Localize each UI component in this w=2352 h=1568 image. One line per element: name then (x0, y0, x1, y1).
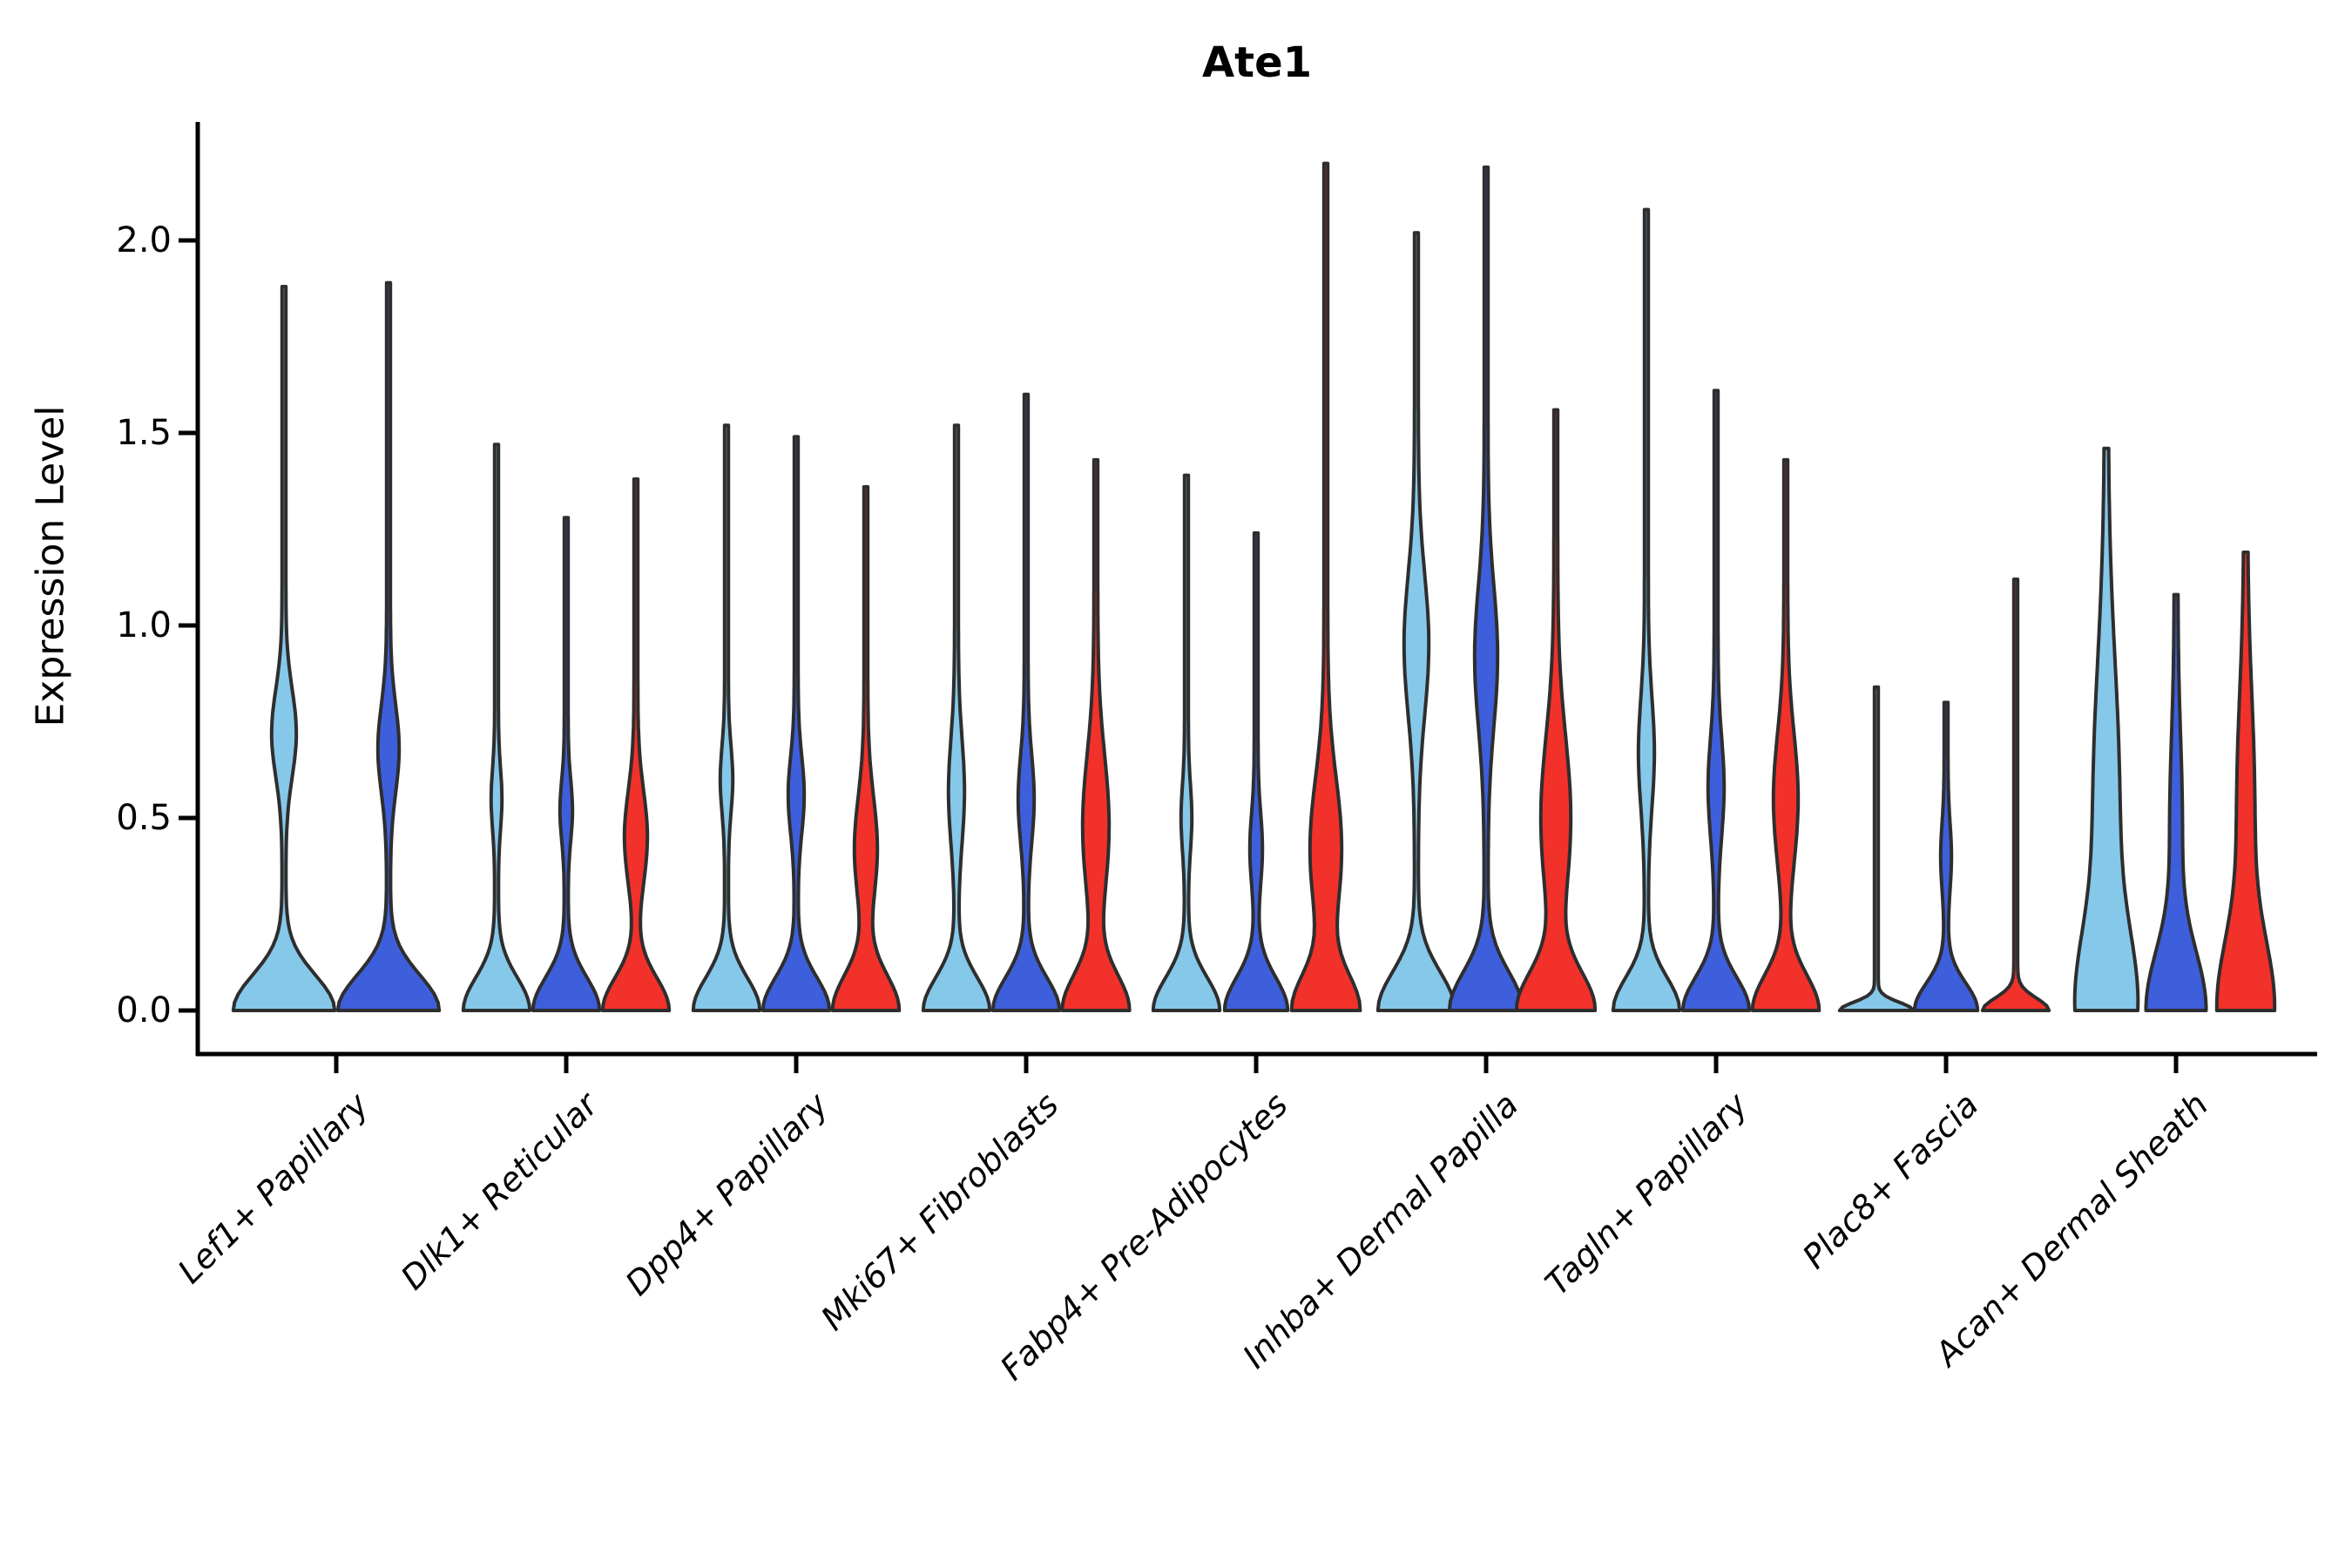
violin-tagln-papillary-split2 (1750, 457, 1821, 1012)
violin-plac8-fascia-split2 (1980, 578, 2051, 1012)
violin-fabp4-pre-adipocytes-split0 (1151, 473, 1222, 1012)
violin-plac8-fascia-split1 (1912, 700, 1980, 1012)
violin-dpp4-papillary-split0 (691, 423, 762, 1012)
violin-mki67-fibroblasts-split0 (921, 423, 992, 1012)
violin-mki67-fibroblasts-split2 (1060, 457, 1132, 1012)
violin-mki67-fibroblasts-split1 (990, 392, 1062, 1012)
violin-tagln-papillary-split0 (1611, 207, 1682, 1012)
violin-lef1-papillary-split0 (231, 285, 337, 1012)
y-tick-label-0.0: 0.0 (116, 990, 172, 1031)
violin-dlk1-reticular-split2 (600, 477, 672, 1012)
violin-inhba-dermal-papilla-split1 (1447, 166, 1525, 1012)
violin-fabp4-pre-adipocytes-split2 (1289, 161, 1362, 1012)
chart-title: Ate1 (1201, 38, 1313, 87)
violin-plac8-fascia-split0 (1837, 685, 1916, 1012)
y-tick-label-2.0: 2.0 (116, 220, 172, 260)
violin-inhba-dermal-papilla-split2 (1514, 408, 1598, 1012)
violin-acan-dermal-sheath-split0 (2072, 446, 2140, 1012)
violin-fabp4-pre-adipocytes-split1 (1222, 531, 1290, 1012)
y-tick-label-1.0: 1.0 (116, 605, 172, 645)
violin-acan-dermal-sheath-split2 (2214, 551, 2277, 1012)
violin-dpp4-papillary-split1 (760, 435, 832, 1012)
violin-dlk1-reticular-split1 (531, 516, 602, 1012)
y-tick-label-0.5: 0.5 (116, 798, 172, 838)
violin-dlk1-reticular-split0 (461, 443, 532, 1012)
y-axis-label: Expression Level (28, 405, 73, 727)
violin-tagln-papillary-split1 (1680, 389, 1752, 1012)
y-tick-label-1.5: 1.5 (116, 413, 172, 453)
violin-inhba-dermal-papilla-split0 (1375, 231, 1457, 1012)
violin-acan-dermal-sheath-split1 (2144, 592, 2208, 1012)
violin-dpp4-papillary-split2 (830, 484, 902, 1012)
violin-lef1-papillary-split1 (335, 280, 442, 1012)
